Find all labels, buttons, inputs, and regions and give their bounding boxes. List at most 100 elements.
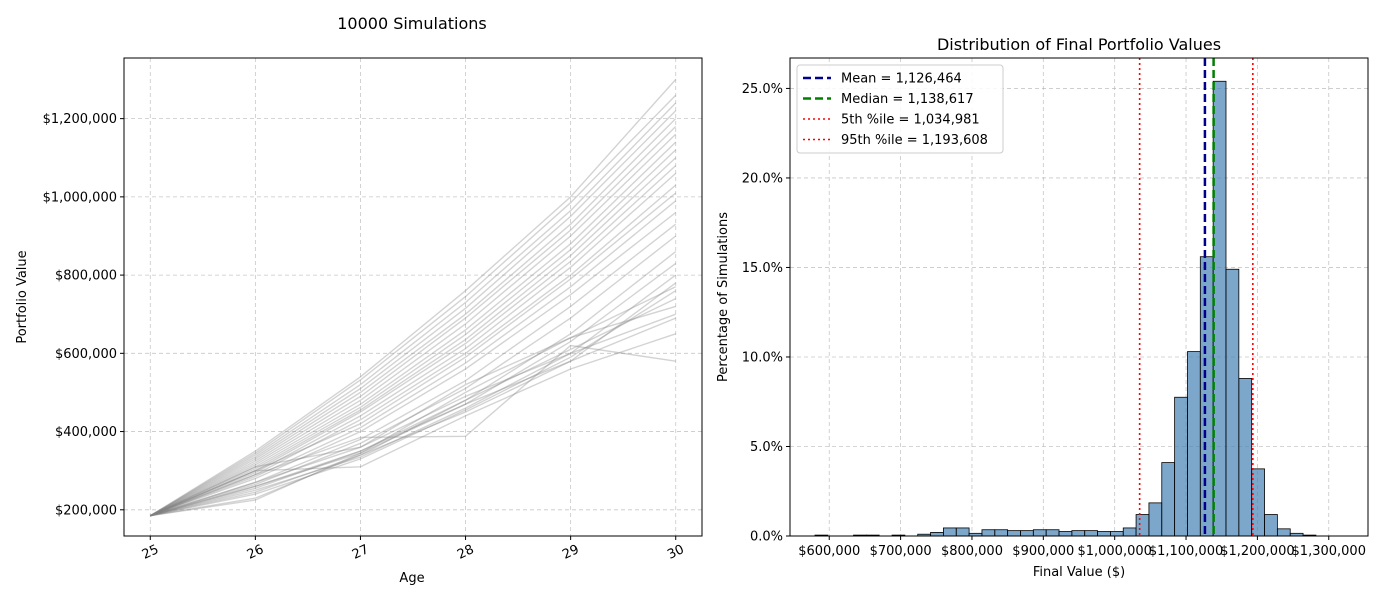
y-tick-label: 0.0% — [750, 530, 783, 545]
histogram-bar — [1045, 529, 1060, 537]
histogram-bar — [1135, 514, 1150, 537]
simulation-line — [150, 157, 677, 517]
x-axis-label: Age — [399, 571, 424, 586]
histogram-bar — [1058, 531, 1073, 537]
histogram-bar — [943, 527, 957, 537]
simulation-lines — [149, 79, 677, 517]
x-tick-label: $1,000,000 — [1077, 544, 1151, 559]
x-tick-label: $1,300,000 — [1292, 544, 1366, 559]
simulation-line — [150, 200, 677, 517]
histogram-bar — [1032, 529, 1047, 537]
simulation-line — [150, 297, 677, 517]
simulation-line — [149, 141, 677, 517]
x-tick-label: 25 — [140, 542, 161, 563]
y-tick-label: $400,000 — [55, 425, 117, 440]
histogram-bar — [1122, 527, 1137, 537]
histogram-bar — [1084, 530, 1098, 537]
histogram-bar — [1238, 378, 1253, 537]
x-tick-label: $800,000 — [941, 544, 1003, 559]
y-tick-label: $200,000 — [55, 503, 117, 518]
histogram-bar — [1007, 530, 1021, 537]
grid — [124, 58, 702, 536]
plot-frame — [123, 57, 703, 537]
histogram-bar — [1225, 268, 1240, 537]
simulation-line — [150, 223, 677, 517]
histogram-bar — [1199, 256, 1214, 537]
simulation-line — [150, 172, 677, 517]
x-tick-label: 30 — [665, 542, 686, 563]
histogram-bar — [1187, 351, 1201, 537]
legend-label: 5th %ile = 1,034,981 — [841, 113, 980, 128]
y-tick-label: $800,000 — [55, 269, 117, 284]
x-axis-ticks: 25 26 27 28 29 30 — [140, 536, 687, 563]
simulation-line — [149, 102, 677, 517]
y-tick-label: $1,000,000 — [43, 190, 117, 205]
x-tick-label: $600,000 — [798, 544, 860, 559]
x-tick-label: $900,000 — [1012, 544, 1074, 559]
y-tick-label: 10.0% — [742, 350, 783, 365]
histogram-bar — [1097, 531, 1111, 537]
simulation-line — [150, 235, 677, 517]
simulation-line — [150, 274, 677, 517]
legend-box — [796, 64, 1004, 154]
x-tick-label: $1,200,000 — [1220, 544, 1294, 559]
y-tick-label: $600,000 — [55, 347, 117, 362]
simulation-line — [149, 79, 677, 517]
y-axis-label: Percentage of Simulations — [716, 212, 731, 382]
simulation-line — [149, 94, 677, 517]
final-value-histogram: Distribution of Final Portfolio Values $… — [716, 35, 1369, 580]
histogram-bar — [981, 529, 996, 537]
legend-label: Median = 1,138,617 — [841, 92, 974, 107]
histogram-bar — [1161, 462, 1176, 537]
simulation-line — [149, 118, 677, 517]
simulation-line — [150, 282, 677, 517]
histogram-bar — [1276, 528, 1291, 537]
histogram-bar — [1212, 80, 1227, 537]
x-axis-label: Final Value ($) — [1033, 565, 1125, 580]
simulation-line — [150, 149, 677, 517]
simulation-line — [150, 344, 676, 517]
histogram-bars — [814, 80, 1317, 537]
simulation-line — [150, 262, 677, 517]
y-tick-label: 15.0% — [742, 261, 783, 276]
histogram-bar — [930, 532, 944, 537]
x-tick-label: 26 — [245, 542, 266, 563]
chart-title: Distribution of Final Portfolio Values — [937, 35, 1221, 54]
y-axis-ticks: $200,000 $400,000 $600,000 $800,000 $1,000,0… — [43, 112, 124, 518]
simulation-line — [150, 251, 677, 517]
simulation-line — [149, 133, 677, 517]
histogram-bar — [1020, 530, 1034, 537]
legend-label: 95th %ile = 1,193,608 — [841, 133, 988, 148]
y-axis-label: Portfolio Value — [15, 250, 30, 343]
histogram-bar — [955, 527, 970, 537]
simulation-line — [150, 286, 677, 517]
simulation-paths-chart: 25 26 27 28 29 30 $200,000 $400,000 $600,000 $80… — [15, 57, 703, 586]
simulation-line — [150, 192, 677, 517]
simulation-line — [150, 211, 677, 517]
y-tick-label: $1,200,000 — [43, 112, 117, 127]
x-tick-label: 29 — [560, 542, 581, 563]
simulation-line — [150, 333, 676, 517]
simulation-line — [149, 126, 677, 517]
histogram-bar — [1264, 514, 1278, 537]
y-tick-label: 5.0% — [750, 440, 783, 455]
histogram-bar — [1071, 530, 1086, 537]
legend-label: Mean = 1,126,464 — [841, 72, 962, 87]
y-tick-label: 25.0% — [742, 82, 783, 97]
x-tick-label: $1,100,000 — [1149, 544, 1223, 559]
simulation-line — [150, 184, 677, 517]
x-tick-label: 27 — [350, 542, 371, 563]
simulation-line — [150, 165, 677, 517]
figure-title: 10000 Simulations — [337, 14, 487, 33]
simulation-line — [150, 313, 676, 517]
simulation-line — [149, 110, 677, 517]
legend: Mean = 1,126,464 Median = 1,138,617 5th %i… — [796, 64, 1004, 154]
y-axis-ticks: 0.0% 5.0% 10.0% 15.0% 20.0% 25.0% — [742, 82, 790, 545]
histogram-bar — [1148, 502, 1163, 537]
plot-frame — [789, 57, 1369, 537]
reference-lines — [1138, 58, 1254, 536]
x-axis-ticks: $600,000 $700,000 $800,000 $900,000 $1,000,0… — [798, 536, 1366, 559]
simulation-line — [150, 305, 676, 517]
histogram-bar — [1174, 396, 1188, 537]
